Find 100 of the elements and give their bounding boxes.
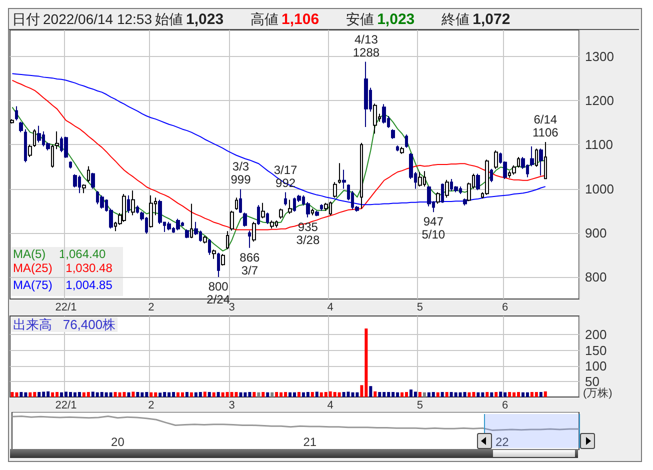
candlestick bbox=[51, 144, 54, 168]
candlestick bbox=[69, 160, 72, 169]
candlestick bbox=[315, 210, 319, 217]
candlestick bbox=[445, 179, 449, 198]
text: 安値 bbox=[346, 11, 374, 27]
candlestick bbox=[37, 125, 41, 143]
candlestick bbox=[243, 212, 247, 228]
candlestick bbox=[324, 202, 328, 212]
candlestick bbox=[136, 205, 139, 214]
bar bbox=[432, 392, 435, 397]
text: 1,072 bbox=[472, 11, 510, 28]
bar bbox=[490, 392, 494, 397]
y-tick-label: 1300 bbox=[585, 48, 614, 64]
bar bbox=[297, 392, 300, 397]
bar bbox=[10, 392, 14, 397]
candlestick bbox=[441, 182, 444, 204]
candlestick bbox=[311, 208, 314, 216]
bar bbox=[176, 392, 180, 397]
candlestick bbox=[226, 230, 229, 250]
text: 1,106 bbox=[282, 11, 320, 28]
candlestick bbox=[364, 61, 368, 128]
bar bbox=[86, 392, 90, 397]
x-tick-label: 4 bbox=[327, 400, 334, 412]
candlestick bbox=[279, 208, 283, 220]
bar bbox=[270, 392, 274, 397]
x-tick-label: 6 bbox=[502, 400, 508, 412]
bar bbox=[418, 392, 422, 397]
bar bbox=[414, 392, 417, 397]
bar bbox=[212, 392, 216, 397]
y-tick-label: 100 bbox=[585, 358, 607, 374]
bar bbox=[486, 392, 489, 397]
candlestick bbox=[320, 204, 323, 212]
candlestick bbox=[24, 128, 27, 163]
annotation: 4/13 1288 bbox=[352, 32, 380, 60]
candlestick bbox=[333, 182, 337, 198]
candlestick bbox=[535, 148, 538, 168]
bar bbox=[132, 392, 135, 397]
bar bbox=[109, 392, 112, 397]
text: 1,023 bbox=[186, 11, 224, 28]
bar bbox=[476, 392, 480, 397]
y-tick-label: 800 bbox=[585, 269, 607, 284]
candlestick bbox=[91, 172, 95, 190]
bar bbox=[526, 392, 529, 397]
text: 高値 bbox=[250, 11, 279, 27]
candlestick bbox=[100, 194, 104, 210]
y-axis-title: (万株) bbox=[583, 386, 612, 400]
candlestick bbox=[360, 142, 363, 210]
candlestick bbox=[127, 194, 130, 214]
bar bbox=[422, 392, 426, 397]
bar bbox=[539, 392, 542, 397]
candlestick bbox=[490, 168, 493, 183]
candlestick bbox=[19, 121, 23, 133]
candlestick bbox=[418, 171, 422, 188]
bar bbox=[203, 392, 206, 397]
candlestick bbox=[235, 197, 238, 210]
x-tick-label: 2 bbox=[148, 400, 154, 412]
annotation: 947 5/10 bbox=[422, 214, 446, 242]
bar bbox=[494, 392, 498, 397]
x-tick-label: 6 bbox=[502, 302, 508, 314]
x-tick-label: 21 bbox=[303, 435, 317, 449]
y-tick-label: 1100 bbox=[585, 137, 613, 152]
bar bbox=[508, 392, 512, 397]
y-tick-label: 200 bbox=[585, 327, 607, 342]
bar bbox=[351, 392, 354, 397]
candlestick bbox=[82, 184, 86, 194]
bar bbox=[257, 392, 260, 397]
bar bbox=[346, 392, 350, 397]
bar bbox=[20, 392, 23, 397]
candlestick bbox=[463, 198, 467, 206]
x-tick-label: 5 bbox=[416, 400, 424, 412]
bar bbox=[468, 392, 471, 397]
candlestick bbox=[252, 221, 256, 242]
x-tick-label: 22/1 bbox=[55, 302, 77, 314]
candlestick bbox=[122, 194, 126, 222]
candlestick bbox=[212, 249, 216, 260]
bar bbox=[190, 392, 193, 397]
y-tick-label: 1200 bbox=[585, 93, 614, 108]
text: MA(25) 1,030.48 bbox=[13, 261, 112, 275]
candlestick bbox=[396, 145, 399, 152]
text: MA(5) 1,064.40 bbox=[13, 247, 106, 261]
text: 終値 bbox=[442, 11, 470, 27]
bar bbox=[216, 392, 220, 397]
annotation: 866 3/7 bbox=[240, 250, 260, 278]
candlestick bbox=[131, 190, 135, 216]
y-tick-label: 50 bbox=[585, 374, 600, 389]
candlestick bbox=[230, 210, 234, 232]
text: 2022/06/14 12:53 bbox=[43, 11, 152, 27]
x-tick-label: 3 bbox=[228, 302, 235, 314]
bar bbox=[310, 392, 314, 397]
candlestick bbox=[544, 142, 547, 180]
candlestick bbox=[33, 128, 36, 148]
candlestick bbox=[270, 220, 274, 229]
x-tick-label: 22 bbox=[495, 435, 510, 449]
x-tick-label: 5 bbox=[416, 302, 424, 314]
candlestick bbox=[55, 130, 59, 150]
bar bbox=[208, 392, 211, 397]
y-tick-label: 900 bbox=[585, 225, 607, 240]
candlestick bbox=[208, 238, 211, 256]
bar bbox=[51, 392, 54, 397]
y-tick-label: 150 bbox=[585, 342, 607, 358]
